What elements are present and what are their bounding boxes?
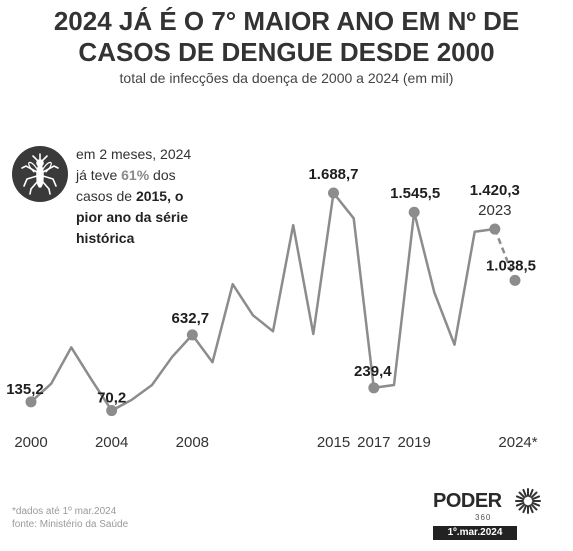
data-point [489,223,501,235]
x-tick-label: 2024* [498,434,537,451]
data-label: 1.545,5 [390,185,440,202]
brand-sub: 360 [475,513,492,522]
callout-line-5: histórica [76,228,236,249]
callout-line-3: casos de 2015, o [76,186,236,207]
data-label: 632,7 [172,310,210,327]
data-point [328,187,339,199]
line-chart: 135,2 70,2 632,7 1.688,7 239,4 1.545,5 1.420,3… [6,166,538,451]
title-line-2: CASOS DE DENGUE DESDE 2000 [78,37,495,67]
x-tick-label: 2015 [317,434,350,451]
brand-name: PODER [433,490,502,512]
x-tick-label: 2008 [176,434,209,451]
callout-text-segment: dos [149,167,176,183]
mosquito-icon [12,146,68,202]
series-line [30,191,495,412]
data-point [25,396,37,408]
data-label: 1.038,5 [486,257,536,274]
callout-bold: 2015, o [135,188,184,204]
data-point [408,206,420,218]
sunburst-icon [515,488,541,514]
chart-title: 2024 JÁ É O 7° MAIOR ANO EM Nº DE CASOS … [0,6,573,68]
data-label: 1.688,7 [308,166,358,183]
footnote-data-date: *dados até 1º mar.2024 [12,506,117,517]
callout-bold: pior ano da série [76,209,189,225]
data-label: 135,2 [6,381,44,398]
callout-text-segment: já teve [76,167,122,183]
footnotes: *dados até 1º mar.2024 fonte: Ministério… [12,505,128,531]
x-tick-label: 2017 [357,434,390,451]
brand-date: 1º.mar.2024 [433,526,517,540]
callout-bold: histórica [76,230,135,246]
data-point [368,382,380,394]
callout-text-segment: casos de [76,188,136,204]
x-tick-label: 2019 [397,434,430,451]
footnote-source: fonte: Ministério da Saúde [12,519,129,530]
data-point [106,405,118,417]
callout-line-4: pior ano da série [76,207,236,228]
data-point [509,274,521,286]
year-annotation: 2023 [478,202,511,219]
callout-percent: 61% [121,167,150,183]
x-tick-label: 2000 [14,434,47,451]
title-line-1: 2024 JÁ É O 7° MAIOR ANO EM Nº DE [53,6,520,36]
data-label: 239,4 [354,363,392,380]
x-tick-label: 2004 [95,434,128,451]
data-point [186,329,198,341]
data-label: 70,2 [97,390,126,407]
data-label: 1.420,3 [470,182,520,199]
callout-text: em 2 meses, 2024 já teve 61% dos casos d… [76,144,236,249]
callout-line-1: em 2 meses, 2024 [76,146,192,162]
chart-subtitle: total de infecções da doença de 2000 a 2… [119,70,454,86]
brand-logo: PODER 360 1º.mar.2024 [433,488,543,542]
callout-line-2: já teve 61% dos [76,165,236,186]
